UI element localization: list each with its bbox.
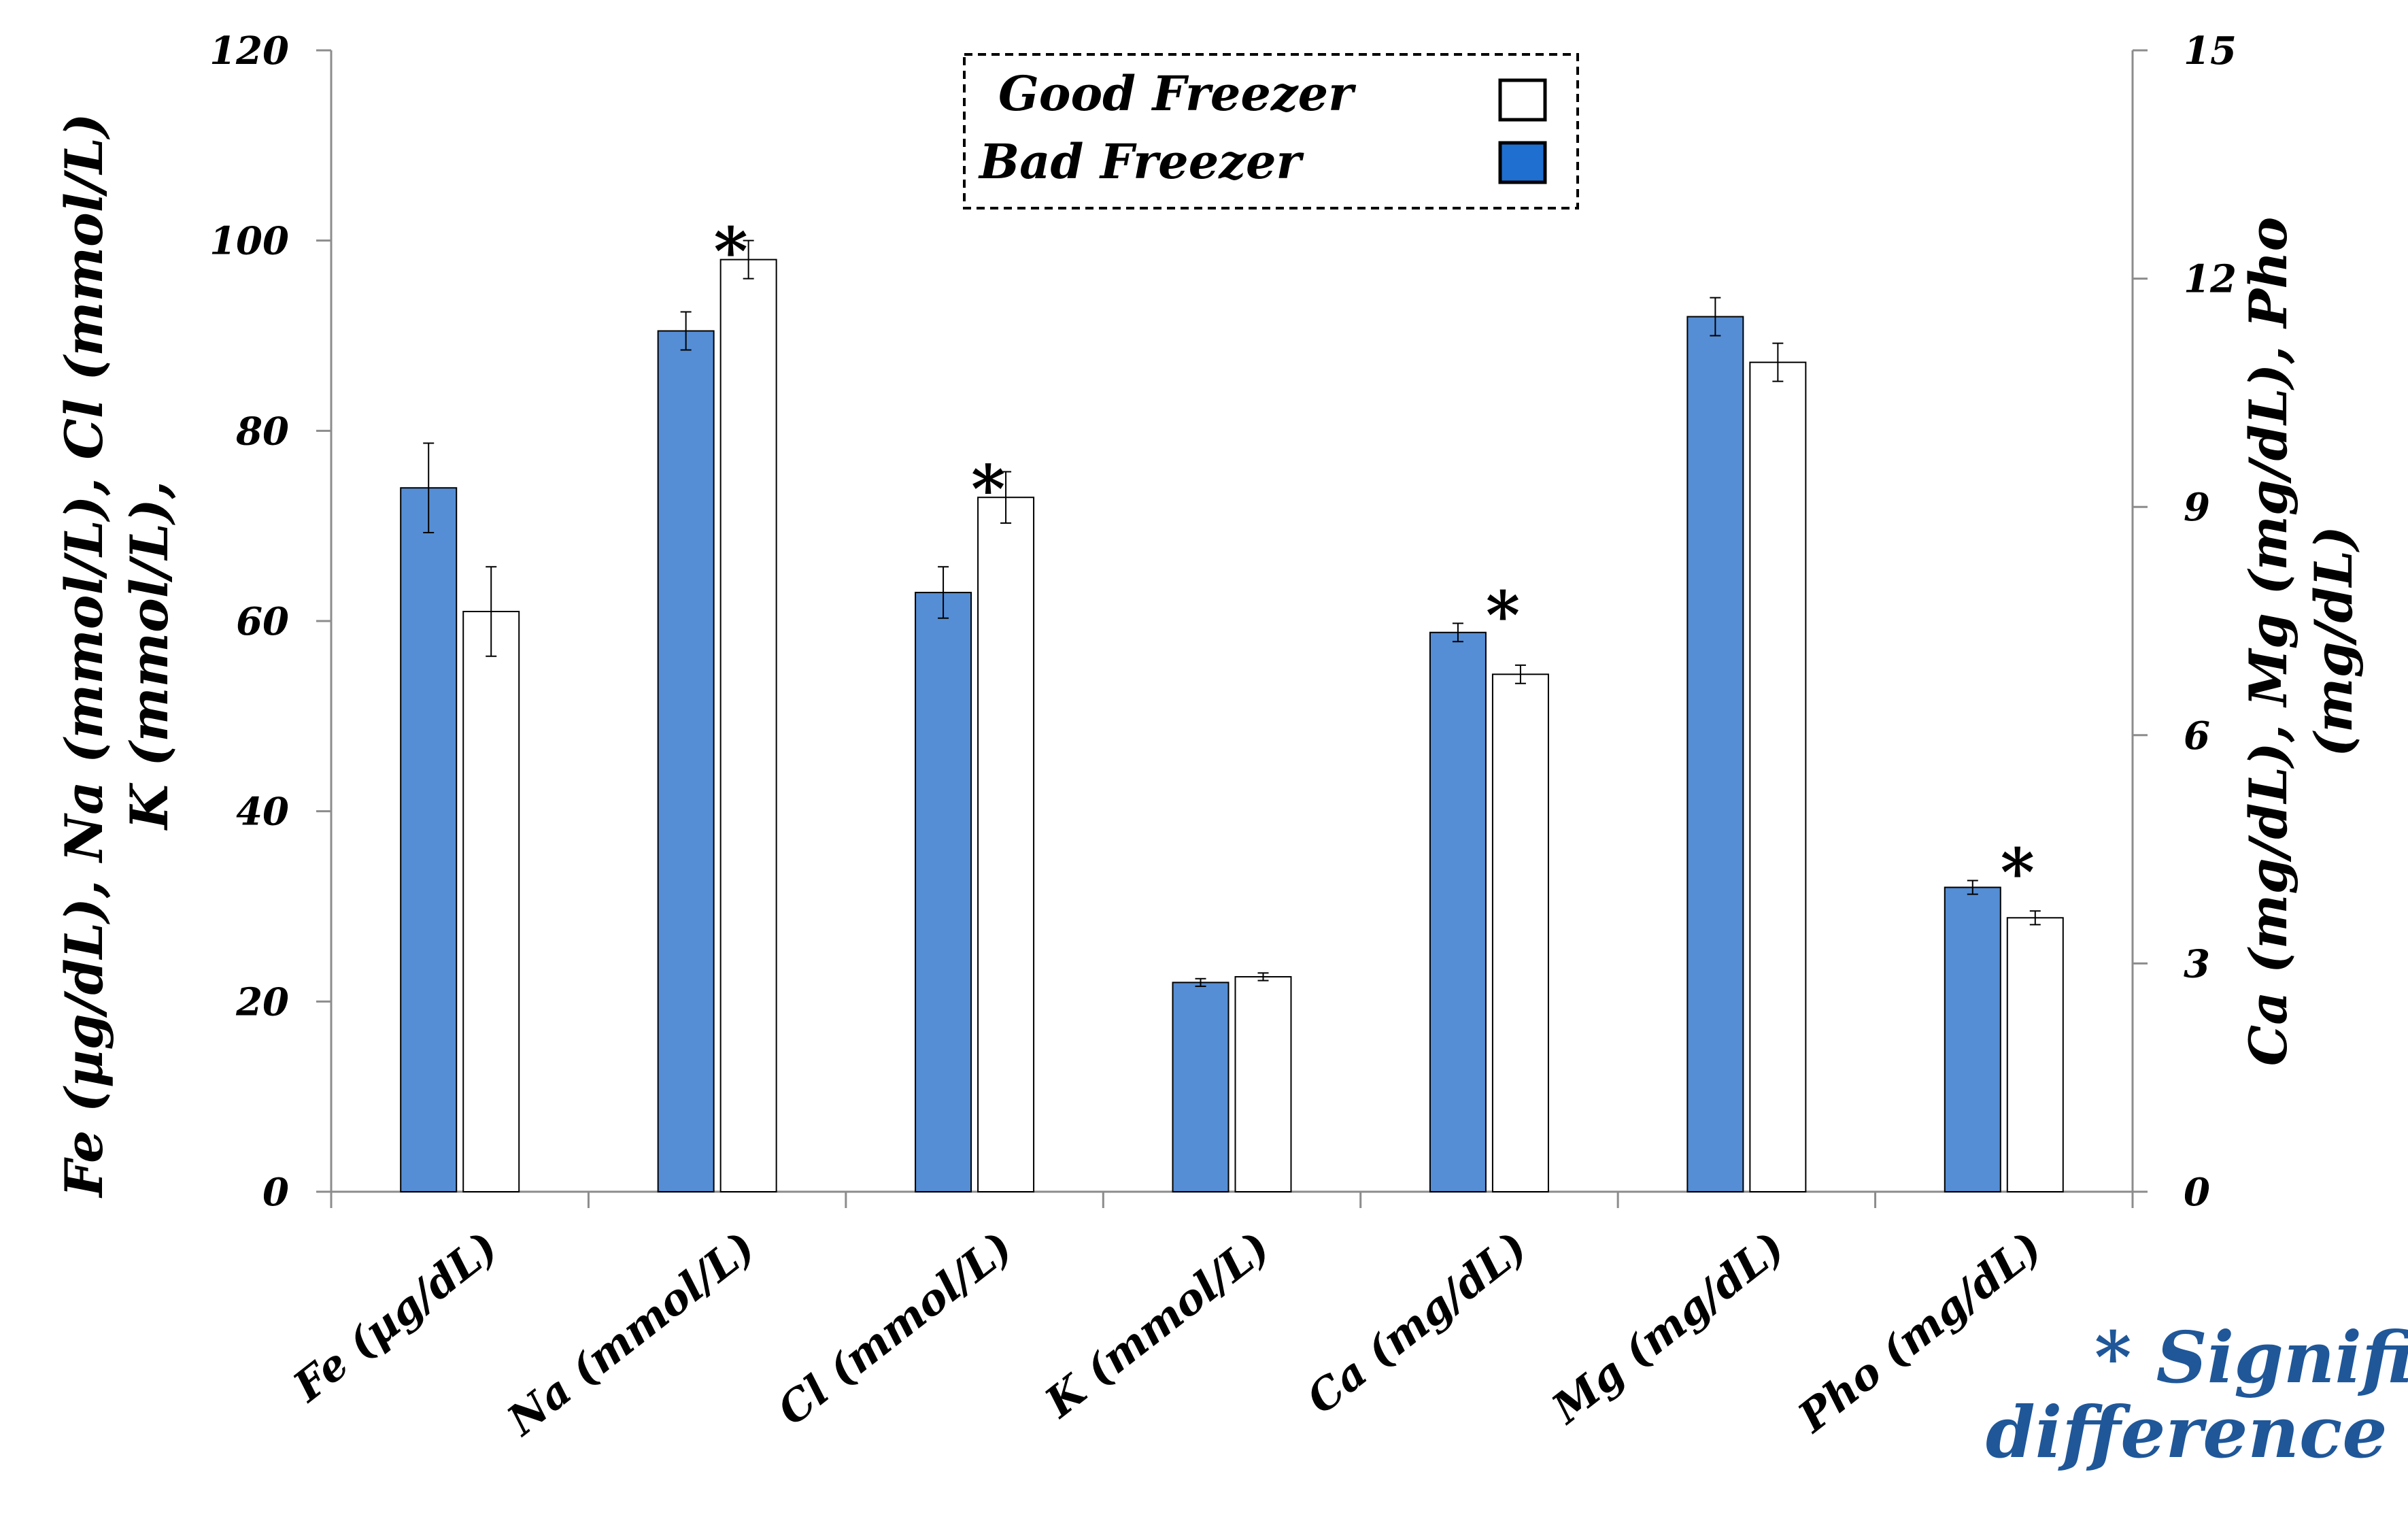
bar-good-6	[2006, 917, 2064, 1193]
right-tick-label: 9	[2184, 485, 2210, 530]
significance-star: *	[1486, 577, 1520, 654]
legend-box	[963, 53, 1579, 210]
bar-bad-6	[1944, 886, 2001, 1192]
significance-star: *	[2001, 834, 2035, 911]
bars	[400, 239, 2064, 1193]
axes: 0 20 40 60 80 100 120 0 3 6 9 12 15	[209, 29, 2237, 1215]
legend-label-bad: Bad Freezer	[978, 133, 1305, 190]
left-axis-title: Fe (µg/dL), Na (mmol/L), Cl (mmol/L)K (m…	[54, 113, 180, 1198]
category-label: Cl (mmol/L)	[768, 1222, 1021, 1435]
left-tick-label: 80	[235, 409, 289, 454]
left-tick-label: 40	[236, 790, 289, 835]
category-label: Fe (µg/dL)	[283, 1222, 507, 1412]
bar-bad-4	[1429, 631, 1487, 1192]
significance-star: *	[714, 214, 748, 290]
legend-swatch-good	[1498, 78, 1547, 122]
category-label: Ca (mg/dL)	[1298, 1222, 1536, 1424]
right-tick-label: 6	[2184, 714, 2210, 758]
category-label: Na (mmol/L)	[497, 1222, 764, 1445]
bar-good-5	[1749, 361, 1807, 1192]
left-tick-label: 0	[262, 1170, 289, 1215]
bar-bad-3	[1172, 982, 1230, 1193]
bar-bad-1	[657, 330, 715, 1193]
bar-good-1	[719, 258, 777, 1193]
left-tick-label: 60	[236, 599, 289, 644]
category-label: Mg (mg/dL)	[1542, 1222, 1793, 1434]
bar-good-2	[977, 497, 1035, 1192]
right-tick-label: 12	[2184, 257, 2237, 302]
significance-star: *	[971, 451, 1005, 528]
left-axis-title-line-2: K (mmol/L),	[119, 481, 180, 831]
bar-bad-0	[400, 487, 458, 1193]
right-tick-label: 3	[2184, 941, 2210, 986]
left-axis-title-line-1: Fe (µg/dL), Na (mmol/L), Cl (mmol/L)	[54, 113, 114, 1198]
bar-good-0	[462, 611, 520, 1192]
left-tick-label: 20	[235, 980, 289, 1024]
legend: Good Freezer Bad Freezer	[963, 53, 1579, 210]
right-axis-title-line-1: Ca (mg/dL), Mg (mg/dL), Pho	[2238, 217, 2299, 1066]
left-tick-label: 120	[209, 29, 289, 73]
note-line-2: difference	[1986, 1390, 2387, 1474]
right-tick-label: 15	[2184, 29, 2237, 73]
category-label: K (mmol/L)	[1035, 1222, 1279, 1428]
note-line-1: * Significant	[2095, 1316, 2408, 1399]
right-axis-title-line-2: (mg/dL)	[2303, 526, 2364, 757]
significance-note: * Significantdifference	[1986, 1316, 2408, 1474]
bar-good-4	[1491, 673, 1549, 1192]
bar-bad-5	[1686, 316, 1744, 1192]
right-tick-label: 0	[2184, 1170, 2210, 1215]
legend-label-good: Good Freezer	[998, 65, 1357, 122]
bar-bad-2	[915, 592, 972, 1192]
bar-good-3	[1234, 975, 1292, 1193]
left-tick-label: 100	[209, 219, 289, 264]
right-axis-title: Ca (mg/dL), Mg (mg/dL), Pho(mg/dL)	[2238, 217, 2364, 1066]
legend-swatch-bad	[1498, 141, 1547, 184]
